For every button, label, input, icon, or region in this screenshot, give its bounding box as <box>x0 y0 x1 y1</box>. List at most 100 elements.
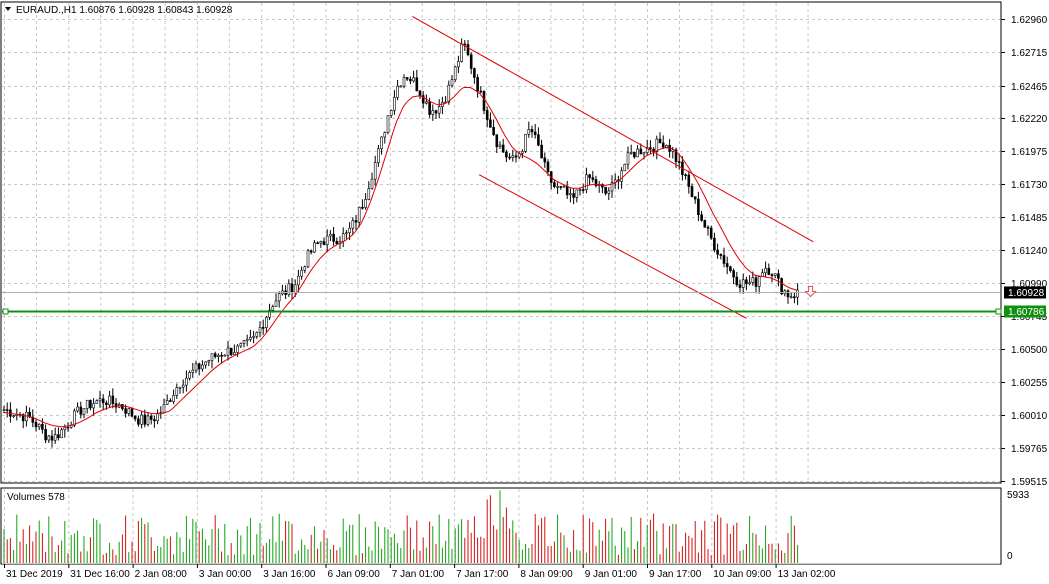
candle-body <box>786 290 790 298</box>
candle-body <box>415 77 419 92</box>
price-panel-border <box>0 1 1002 484</box>
candle-body <box>514 155 518 158</box>
candle-body <box>527 129 531 135</box>
candle-body <box>607 190 611 194</box>
candle-body <box>50 435 54 441</box>
candle-body <box>633 152 636 158</box>
candle-body <box>453 66 457 80</box>
candle-body <box>105 402 108 406</box>
price-tick-label: 1.61485 <box>1011 213 1048 224</box>
candle-body <box>92 403 95 409</box>
candle-body <box>370 178 374 189</box>
channel-lower-line[interactable] <box>478 174 747 319</box>
candle-body <box>73 410 76 426</box>
candle-body <box>149 415 153 420</box>
horizontal-level-handle-left[interactable] <box>2 308 9 315</box>
candle-body <box>703 220 707 228</box>
candle-body <box>297 275 300 286</box>
candle-body <box>604 186 607 194</box>
candle-body <box>332 233 335 242</box>
candle-body <box>645 147 649 153</box>
candle-body <box>479 90 483 93</box>
candle-body <box>188 372 191 379</box>
price-tick-label: 1.60990 <box>1011 279 1048 290</box>
candle-body <box>143 414 147 425</box>
candle-body <box>575 189 579 198</box>
candle-body <box>402 77 406 87</box>
candle-body <box>610 182 614 192</box>
candle-body <box>85 399 89 409</box>
volume-bars <box>3 490 799 563</box>
candle-body <box>511 155 515 158</box>
time-tick-label: 10 Jan 09:00 <box>713 569 771 580</box>
candle-body <box>220 354 223 357</box>
horizontal-level-handle-right[interactable] <box>995 308 1002 315</box>
candle-body <box>565 185 569 196</box>
volume-panel[interactable]: Volumes 578 5933 0 <box>0 487 1030 565</box>
candles <box>2 38 799 448</box>
candle-body <box>313 242 316 253</box>
candle-body <box>738 284 742 288</box>
candle-body <box>380 136 383 150</box>
candle-body <box>546 161 550 173</box>
candle-body <box>306 250 310 268</box>
candle-body <box>354 220 358 223</box>
candle-body <box>329 233 332 237</box>
candle-body <box>322 241 326 245</box>
candle-body <box>661 142 665 148</box>
candle-body <box>274 300 278 307</box>
volume-tick-min: 0 <box>1007 551 1013 562</box>
candle-body <box>287 283 291 295</box>
price-axis: 1.62960 1.62715 1.62465 1.62220 1.61975 1.617… <box>1001 15 1048 488</box>
candle-body <box>396 85 399 98</box>
candle-body <box>533 131 537 136</box>
time-tick-label: 9 Jan 01:00 <box>585 569 638 580</box>
candle-body <box>665 145 668 148</box>
price-tick-label: 1.59765 <box>1011 444 1048 455</box>
candle-body <box>405 77 409 80</box>
sell-arrow-shape <box>804 286 817 298</box>
candle-body <box>399 85 403 88</box>
candle-body <box>178 386 182 389</box>
candle-body <box>780 278 783 295</box>
candle-body <box>457 61 460 68</box>
candle-body <box>175 387 179 396</box>
candle-body <box>585 174 588 190</box>
candle-body <box>217 354 220 357</box>
candle-body <box>303 266 307 271</box>
candle-body <box>729 266 732 271</box>
price-panel[interactable]: 1.62960 1.62715 1.62465 1.62220 1.61975 1.617… <box>0 1 1048 488</box>
candle-body <box>796 289 799 298</box>
candle-body <box>684 174 687 176</box>
header-dropdown-icon[interactable] <box>5 7 11 11</box>
time-axis: 31 Dec 2019 31 Dec 16:00 2 Jan 08:00 3 Jan … <box>4 564 836 580</box>
candle-body <box>572 193 575 198</box>
candle-body <box>431 110 435 115</box>
candle-body <box>82 408 86 415</box>
candle-body <box>793 296 796 299</box>
candle-body <box>437 106 441 114</box>
candle-body <box>537 134 540 146</box>
current-price-tag-bg <box>1004 286 1046 299</box>
candle-body <box>34 421 38 428</box>
candle-body <box>578 189 582 191</box>
time-tick-label: 8 Jan 09:00 <box>520 569 573 580</box>
candle-body <box>649 147 652 150</box>
price-tick-label: 1.62220 <box>1011 114 1048 125</box>
time-tick-label: 6 Jan 09:00 <box>328 569 381 580</box>
candle-body <box>409 78 412 82</box>
channel-upper-line[interactable] <box>412 15 814 243</box>
candle-body <box>169 400 172 402</box>
candle-body <box>367 188 371 200</box>
candle-body <box>693 196 697 200</box>
candle-body <box>210 353 214 361</box>
candle-body <box>268 309 271 318</box>
candle-body <box>44 429 47 441</box>
time-tick-label: 9 Jan 17:00 <box>649 569 702 580</box>
candle-body <box>773 273 777 276</box>
candle-body <box>79 406 83 415</box>
candle-body <box>316 242 319 245</box>
candle-body <box>261 327 265 329</box>
candle-body <box>146 415 150 425</box>
